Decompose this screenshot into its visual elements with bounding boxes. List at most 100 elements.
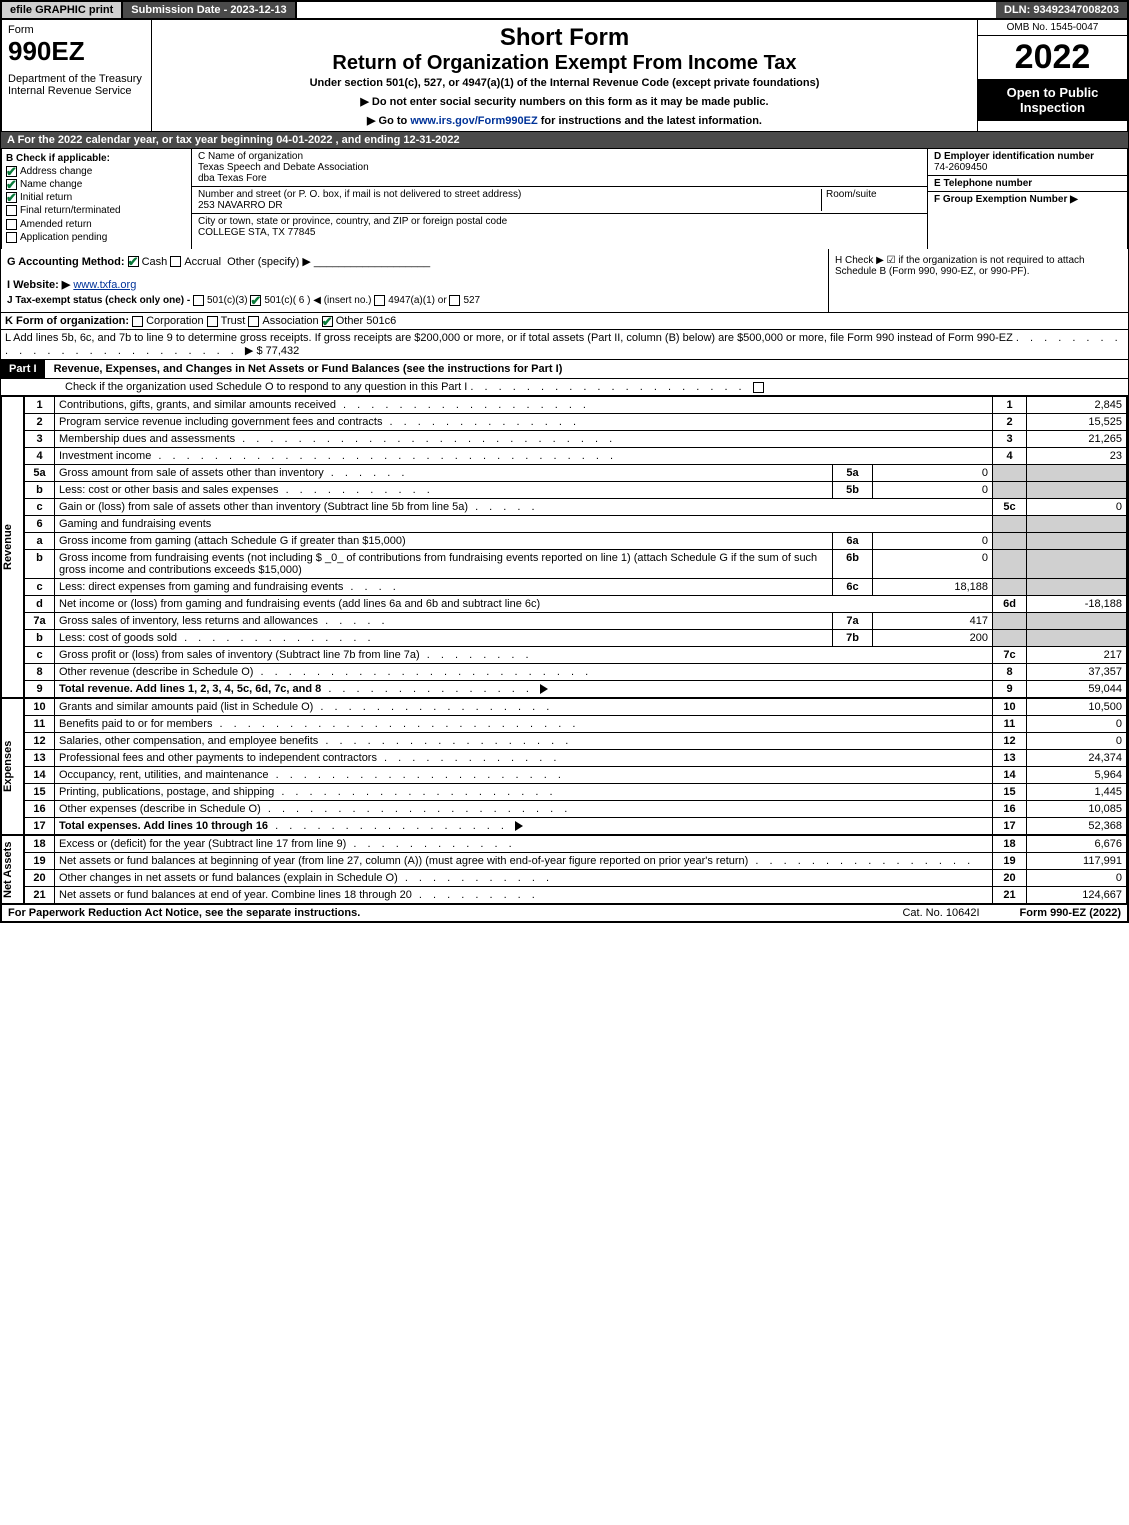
line-12-amt: 0 xyxy=(1027,732,1127,749)
org-addr: 253 NAVARRO DR xyxy=(198,200,283,211)
lbl-corp: Corporation xyxy=(146,315,203,327)
website-link[interactable]: www.txfa.org xyxy=(73,279,136,291)
line-3-amt: 21,265 xyxy=(1027,430,1127,447)
c-label: C Name of organization xyxy=(198,151,303,162)
cb-4947[interactable] xyxy=(374,295,385,306)
city-label: City or town, state or province, country… xyxy=(198,216,507,227)
cb-initial-return[interactable] xyxy=(6,192,17,203)
part1-check-row: Check if the organization used Schedule … xyxy=(0,379,1129,396)
cb-corp[interactable] xyxy=(132,316,143,327)
cb-address-change[interactable] xyxy=(6,166,17,177)
line-11-text: Benefits paid to or for members xyxy=(59,718,212,730)
short-form-title: Short Form xyxy=(156,24,973,52)
lbl-name-change: Name change xyxy=(20,179,82,190)
grp-label: F Group Exemption Number ▶ xyxy=(934,194,1078,205)
dots: . . . . . . . . . . . . . . . . . . . . xyxy=(470,381,752,393)
line-15-amt: 1,445 xyxy=(1027,783,1127,800)
pra-notice: For Paperwork Reduction Act Notice, see … xyxy=(8,907,360,919)
line-13-amt: 24,374 xyxy=(1027,749,1127,766)
cb-final-return[interactable] xyxy=(6,205,17,216)
part1-check: Check if the organization used Schedule … xyxy=(5,381,467,393)
line-6d-amt: -18,188 xyxy=(1027,595,1127,612)
lbl-initial-return: Initial return xyxy=(20,192,72,203)
line-1-amt: 2,845 xyxy=(1027,396,1127,413)
line-2-text: Program service revenue including govern… xyxy=(59,416,382,428)
col-b: B Check if applicable: Address change Na… xyxy=(2,149,192,249)
g-label: G Accounting Method: xyxy=(7,256,125,268)
top-bar: efile GRAPHIC print Submission Date - 20… xyxy=(0,0,1129,20)
cb-accrual[interactable] xyxy=(170,256,181,267)
lbl-4947: 4947(a)(1) or xyxy=(388,295,446,306)
lbl-527: 527 xyxy=(463,295,480,306)
line-6b-amt: 0 xyxy=(873,549,993,578)
page-footer: For Paperwork Reduction Act Notice, see … xyxy=(0,904,1129,923)
cb-other-org[interactable] xyxy=(322,316,333,327)
line-9-amt: 59,044 xyxy=(1027,680,1127,697)
l-amt: ▶ $ 77,432 xyxy=(245,345,299,357)
line-10-text: Grants and similar amounts paid (list in… xyxy=(59,701,313,713)
line-19-text: Net assets or fund balances at beginning… xyxy=(59,855,748,867)
lbl-other-method: Other (specify) ▶ xyxy=(227,256,311,268)
line-5b-amt: 0 xyxy=(873,481,993,498)
i-label: I Website: ▶ xyxy=(7,279,70,291)
line-7a-amt: 417 xyxy=(873,612,993,629)
expenses-vlabel: Expenses xyxy=(2,698,24,835)
arrow-icon xyxy=(540,684,548,694)
return-title: Return of Organization Exempt From Incom… xyxy=(156,52,973,75)
revenue-section: Revenue 1Contributions, gifts, grants, a… xyxy=(0,396,1129,698)
form-word: Form xyxy=(8,24,145,36)
cb-name-change[interactable] xyxy=(6,179,17,190)
revenue-vlabel: Revenue xyxy=(2,396,24,698)
cb-trust[interactable] xyxy=(207,316,218,327)
line-18-amt: 6,676 xyxy=(1027,835,1127,852)
tax-year: 2022 xyxy=(978,36,1127,79)
line-21-amt: 124,667 xyxy=(1027,886,1127,903)
line-17-text: Total expenses. Add lines 10 through 16 xyxy=(59,820,268,832)
ein-value: 74-2609450 xyxy=(934,162,987,173)
cb-501c[interactable] xyxy=(250,295,261,306)
cb-527[interactable] xyxy=(449,295,460,306)
section-bcdef: B Check if applicable: Address change Na… xyxy=(0,149,1129,249)
cb-cash[interactable] xyxy=(128,256,139,267)
org-name: Texas Speech and Debate Association xyxy=(198,162,369,173)
irs-link[interactable]: www.irs.gov/Form990EZ xyxy=(410,115,537,127)
line-5b-text: Less: cost or other basis and sales expe… xyxy=(59,484,279,496)
lbl-final-return: Final return/terminated xyxy=(20,206,121,217)
open-inspection: Open to Public Inspection xyxy=(978,79,1127,121)
line-7b-amt: 200 xyxy=(873,629,993,646)
cb-501c3[interactable] xyxy=(193,295,204,306)
line-4-amt: 23 xyxy=(1027,447,1127,464)
lbl-other-org: Other 501c6 xyxy=(336,315,397,327)
h-text: H Check ▶ ☑ if the organization is not r… xyxy=(835,255,1085,277)
org-city: COLLEGE STA, TX 77845 xyxy=(198,227,315,238)
l-text: L Add lines 5b, 6c, and 7b to line 9 to … xyxy=(5,332,1013,344)
line-19-amt: 117,991 xyxy=(1027,852,1127,869)
org-dba: dba Texas Fore xyxy=(198,173,267,184)
cat-no: Cat. No. 10642I xyxy=(902,907,979,919)
under-section: Under section 501(c), 527, or 4947(a)(1)… xyxy=(156,77,973,89)
line-7a-text: Gross sales of inventory, less returns a… xyxy=(59,615,318,627)
lbl-assoc: Association xyxy=(262,315,318,327)
part1-header-row: Part I Revenue, Expenses, and Changes in… xyxy=(0,360,1129,379)
line-14-amt: 5,964 xyxy=(1027,766,1127,783)
lbl-501c: 501(c)( 6 ) ◀ (insert no.) xyxy=(264,295,371,306)
line-7b-text: Less: cost of goods sold xyxy=(59,632,177,644)
form-header: Form 990EZ Department of the Treasury In… xyxy=(0,20,1129,131)
cb-amended-return[interactable] xyxy=(6,219,17,230)
line-6b-text: Gross income from fundraising events (no… xyxy=(59,552,817,576)
line-10-amt: 10,500 xyxy=(1027,698,1127,715)
lbl-application-pending: Application pending xyxy=(20,232,107,243)
form-ref: Form 990-EZ (2022) xyxy=(1020,907,1121,919)
lbl-address-change: Address change xyxy=(20,166,92,177)
line-13-text: Professional fees and other payments to … xyxy=(59,752,377,764)
lbl-accrual: Accrual xyxy=(184,256,221,268)
cb-application-pending[interactable] xyxy=(6,232,17,243)
line-5c-text: Gain or (loss) from sale of assets other… xyxy=(59,501,468,513)
cb-assoc[interactable] xyxy=(248,316,259,327)
line-5c-amt: 0 xyxy=(1027,498,1127,515)
room-label: Room/suite xyxy=(826,189,877,200)
expenses-table: 10Grants and similar amounts paid (list … xyxy=(24,698,1127,835)
line-20-amt: 0 xyxy=(1027,869,1127,886)
line-7c-text: Gross profit or (loss) from sales of inv… xyxy=(59,649,420,661)
cb-schedule-o[interactable] xyxy=(753,382,764,393)
